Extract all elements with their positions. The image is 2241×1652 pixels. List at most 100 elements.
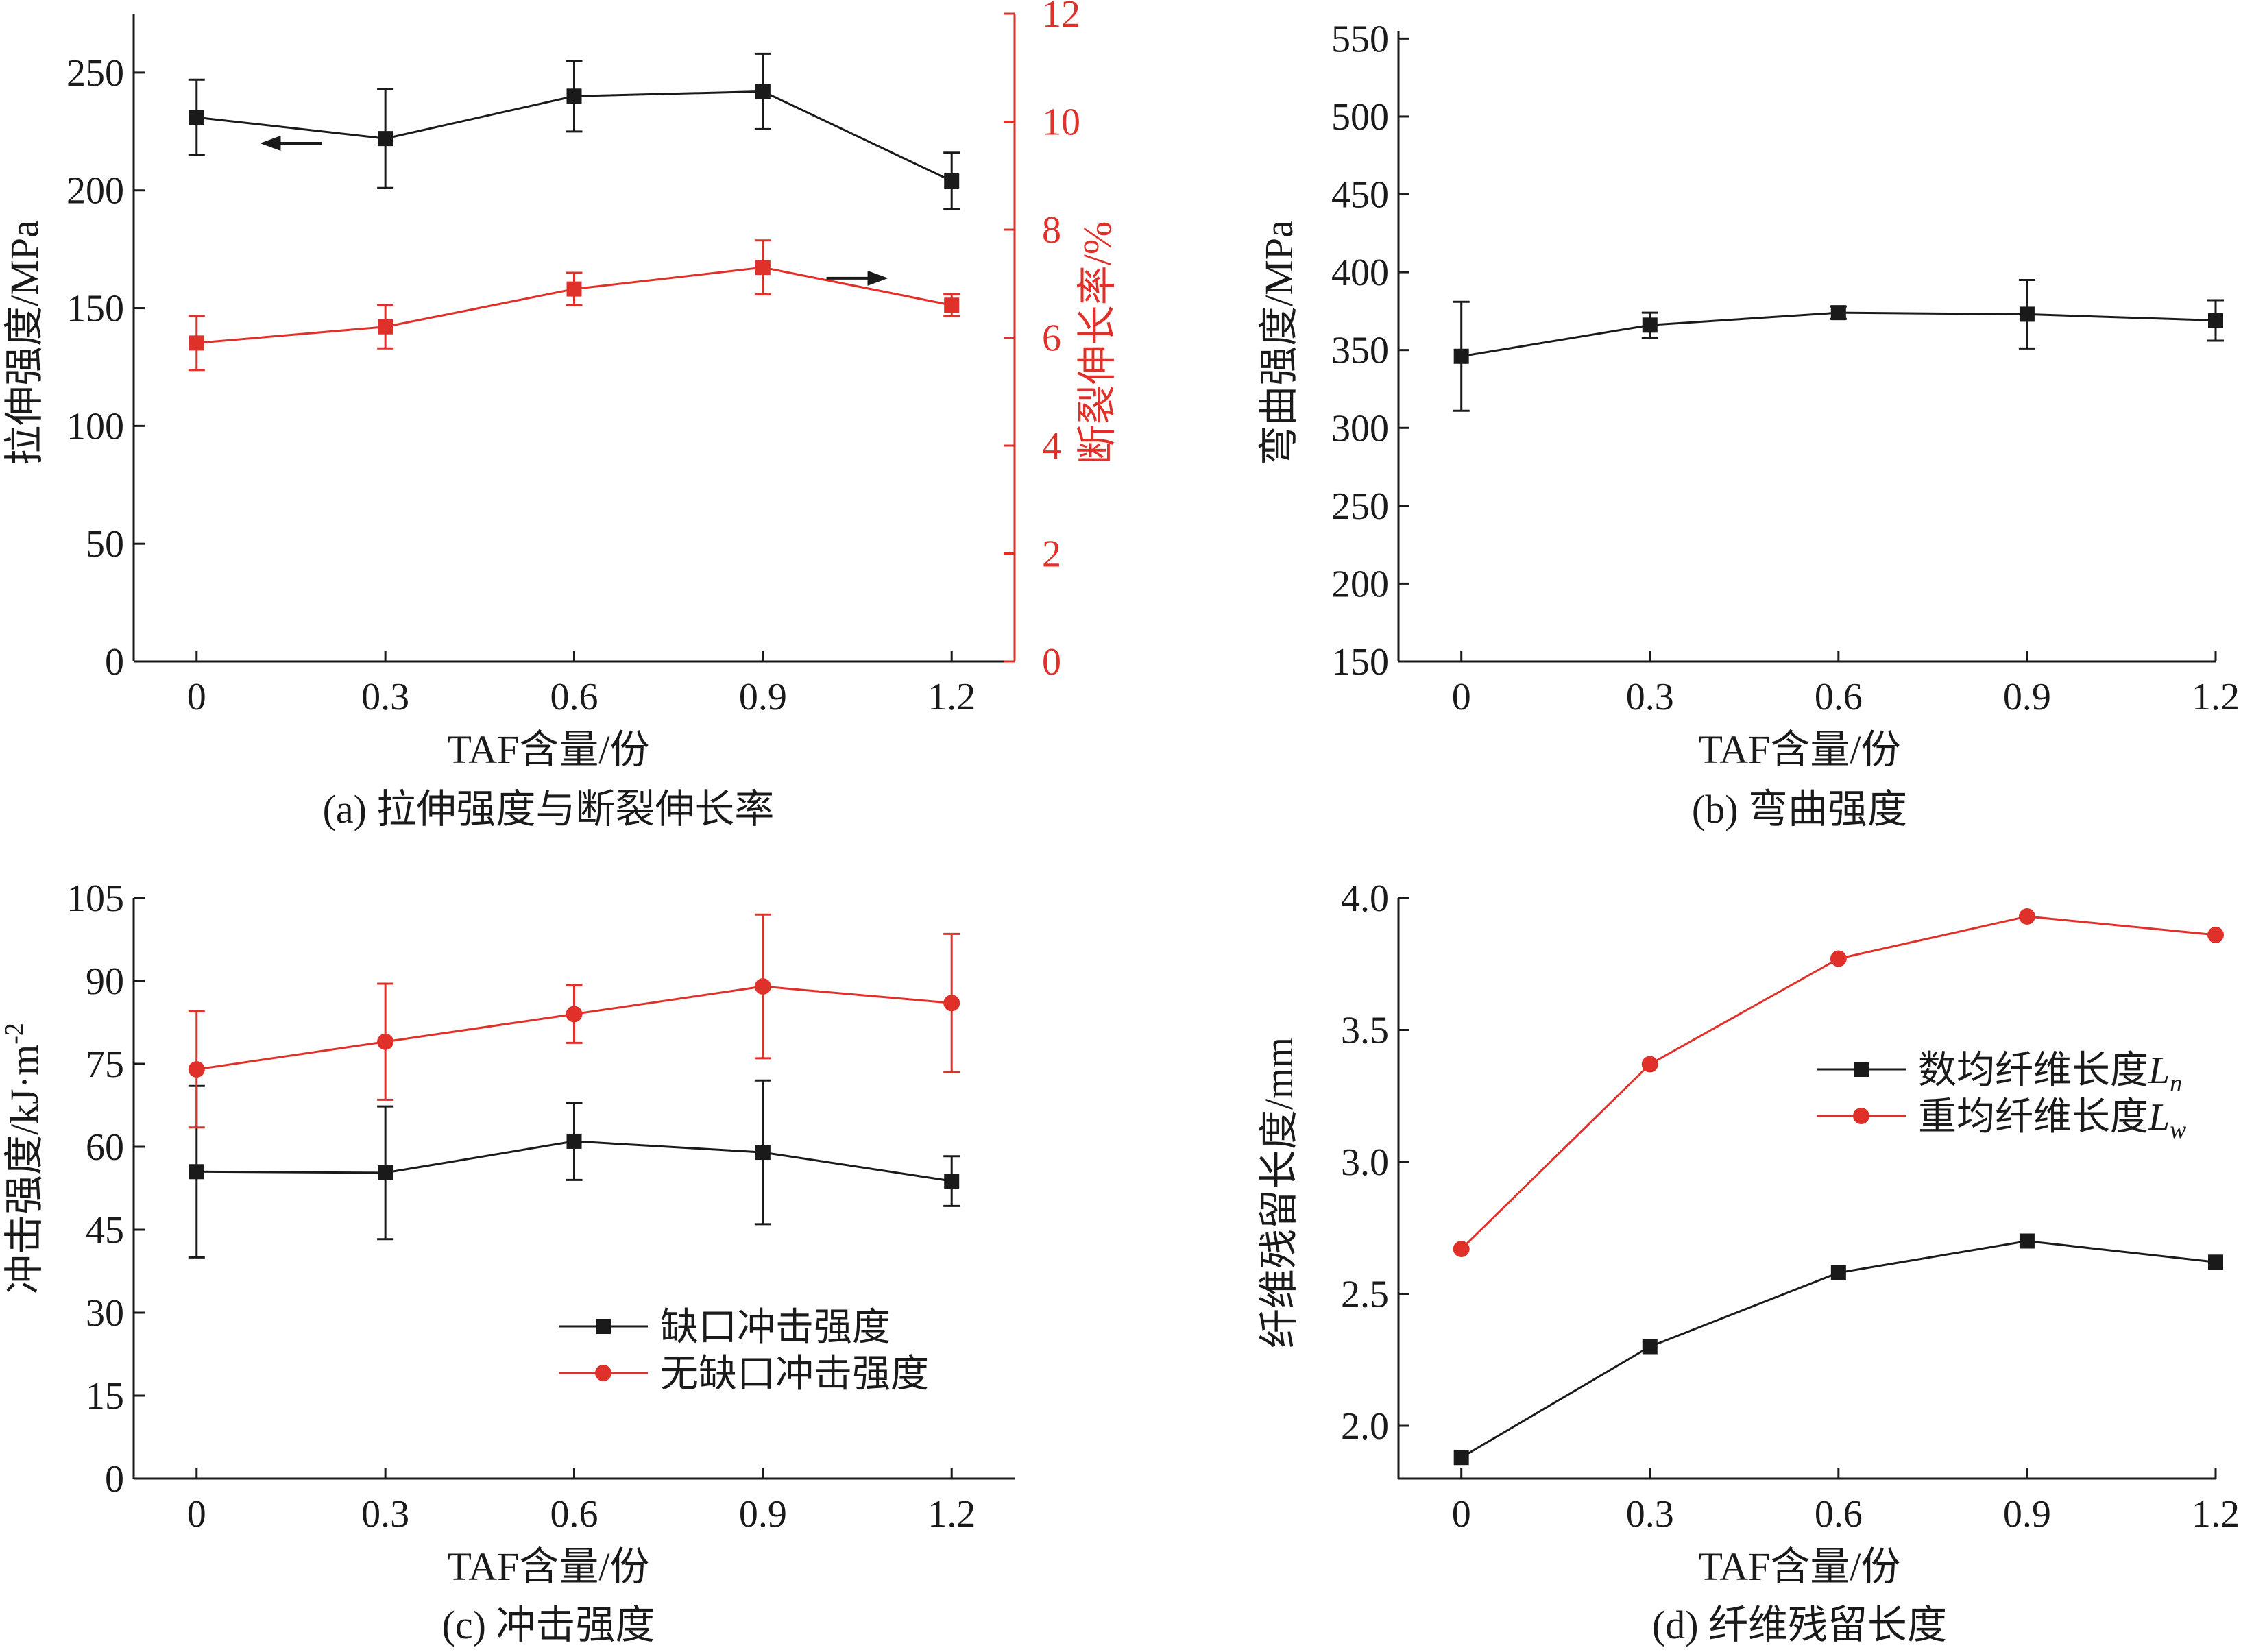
x-tick-label: 0.9 <box>2003 676 2051 718</box>
data-point <box>1642 1339 1658 1355</box>
y-tick-label: 45 <box>86 1209 124 1252</box>
x-tick-label: 0.3 <box>1626 1493 1674 1535</box>
panel-d-caption: (d) 纤维残留长度 <box>1652 1603 1947 1647</box>
data-point <box>1642 317 1658 333</box>
legend-marker <box>1853 1108 1869 1124</box>
data-point <box>566 1133 582 1149</box>
data-point <box>566 1006 583 1023</box>
x-tick-label: 0 <box>187 1493 206 1535</box>
y2-tick-label: 4 <box>1042 425 1061 467</box>
panel-c-impact: (c) 冲击强度 TAF含量/份 冲击强度/kJ·m-2 0 0.3 0.6 0.9 1… <box>0 877 1015 1647</box>
y2-tick-label: 2 <box>1042 533 1061 576</box>
y-tick-label: 2.0 <box>1341 1405 1389 1448</box>
data-point <box>755 1145 771 1161</box>
y-tick-label: 450 <box>1331 174 1389 217</box>
legend-marker <box>1854 1062 1869 1077</box>
data-point <box>755 84 771 99</box>
panel-c-xlabel: TAF含量/份 <box>447 1544 649 1589</box>
data-point <box>944 1174 960 1189</box>
y2-tick-label: 10 <box>1042 101 1080 144</box>
data-point <box>755 260 771 276</box>
x-tick-label: 1.2 <box>928 1493 976 1535</box>
data-point <box>754 978 771 995</box>
panel-b-ylabel: 弯曲强度/MPa <box>1257 220 1301 465</box>
y-tick-label: 0 <box>105 1458 124 1501</box>
y-tick-label: 15 <box>86 1375 124 1418</box>
data-point <box>1453 1241 1470 1258</box>
y-tick-label: 100 <box>66 405 124 448</box>
x-tick-label: 1.2 <box>2192 1493 2240 1535</box>
y-tick-label: 2.5 <box>1341 1274 1389 1316</box>
x-tick-label: 0.9 <box>739 676 787 718</box>
y-tick-label: 350 <box>1331 330 1389 372</box>
data-point <box>378 1165 393 1180</box>
axis-arrow-head <box>260 136 281 151</box>
y-tick-label: 50 <box>86 523 124 566</box>
data-point <box>2208 1254 2223 1270</box>
y-tick-label: 75 <box>86 1043 124 1086</box>
legend-marker <box>595 1365 611 1381</box>
data-point <box>1830 1265 1846 1280</box>
x-tick-label: 0.6 <box>1815 676 1863 718</box>
y-tick-label: 3.0 <box>1341 1141 1389 1184</box>
legend-label: 无缺口冲击强度 <box>660 1353 929 1396</box>
x-tick-label: 1.2 <box>2192 676 2240 718</box>
x-tick-label: 0.9 <box>2003 1493 2051 1535</box>
legend-label: 缺口冲击强度 <box>660 1307 891 1349</box>
data-point <box>566 281 582 297</box>
x-tick-label: 0.6 <box>550 1493 598 1535</box>
y2-tick-label: 0 <box>1042 641 1061 683</box>
data-point <box>378 131 393 147</box>
panel-b-caption: (b) 弯曲强度 <box>1692 787 1907 831</box>
data-point <box>188 1061 205 1078</box>
data-point <box>189 335 204 351</box>
data-point <box>944 297 960 313</box>
panel-c-ylabel: 冲击强度/kJ·m-2 <box>0 1023 47 1294</box>
y-tick-label: 60 <box>86 1126 124 1169</box>
data-point <box>2208 313 2223 328</box>
y2-tick-label: 12 <box>1042 0 1080 36</box>
panel-d-fiber-length: (d) 纤维残留长度 TAF含量/份 纤维残留长度/mm 0 0.3 0.6 0.9 1… <box>1257 877 2240 1647</box>
y-tick-label: 90 <box>86 960 124 1003</box>
y2-tick-label: 8 <box>1042 209 1061 252</box>
y-tick-label: 30 <box>86 1292 124 1335</box>
data-point <box>1641 1056 1658 1073</box>
y-tick-label: 150 <box>66 288 124 330</box>
data-point <box>2018 908 2035 925</box>
y-tick-label: 4.0 <box>1341 877 1389 920</box>
x-tick-label: 0 <box>1452 676 1471 718</box>
x-tick-label: 0.6 <box>550 676 598 718</box>
legend-marker <box>596 1319 611 1334</box>
data-point <box>377 1033 394 1050</box>
panel-c-ylabel-main: 冲击强度/kJ·m <box>2 1045 47 1294</box>
x-tick-label: 0.6 <box>1815 1493 1863 1535</box>
axis-arrow-head <box>867 270 888 286</box>
y-tick-label: 550 <box>1331 18 1389 60</box>
data-point <box>566 88 582 104</box>
y-tick-label: 500 <box>1331 96 1389 138</box>
panel-d-xlabel: TAF含量/份 <box>1698 1544 1900 1589</box>
panel-a-xlabel: TAF含量/份 <box>447 727 649 772</box>
panel-a-tensile: (a) 拉伸强度与断裂伸长率 TAF含量/份 拉伸强度/MPa 断裂伸长率/% … <box>2 0 1119 831</box>
data-point <box>944 173 960 189</box>
x-tick-label: 0.9 <box>739 1493 787 1535</box>
legend-label: 数均纤维长度Ln <box>1918 1049 2182 1097</box>
x-tick-label: 0 <box>1452 1493 1471 1535</box>
x-tick-label: 0.3 <box>1626 676 1674 718</box>
data-point <box>378 319 393 335</box>
y-tick-label: 0 <box>105 641 124 683</box>
data-point <box>2207 926 2224 943</box>
data-point <box>189 1164 204 1180</box>
y-tick-label: 150 <box>1331 641 1389 683</box>
panel-c-caption: (c) 冲击强度 <box>442 1603 655 1647</box>
data-point <box>943 995 960 1012</box>
data-point <box>2019 1233 2035 1249</box>
y-tick-label: 3.5 <box>1341 1010 1389 1052</box>
y-tick-label: 105 <box>66 877 124 920</box>
y-tick-label: 200 <box>66 170 124 212</box>
data-point <box>1830 950 1847 967</box>
data-point <box>189 110 204 125</box>
legend-label: 重均纤维长度Lw <box>1918 1096 2186 1143</box>
data-point <box>1830 305 1846 321</box>
x-tick-label: 0.3 <box>361 1493 409 1535</box>
